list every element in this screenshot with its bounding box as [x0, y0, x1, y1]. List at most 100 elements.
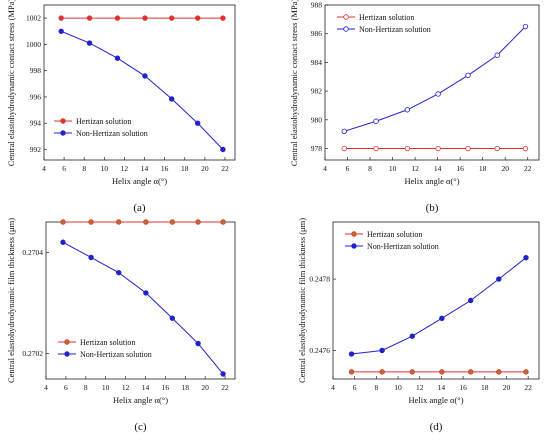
x-tick-label: 14 [142, 383, 150, 392]
plot-frame [43, 4, 236, 161]
x-tick-label: 16 [162, 383, 170, 392]
data-point [114, 15, 121, 21]
data-point [168, 96, 175, 102]
x-tick-label: 6 [346, 164, 350, 173]
x-tick-label: 16 [456, 164, 464, 173]
plot-frame [324, 4, 540, 161]
data-point [522, 145, 529, 152]
legend-label: Non-Hertizan solution [80, 350, 152, 359]
data-point [465, 72, 471, 79]
x-tick-label: 4 [42, 164, 46, 173]
x-tick-label: 6 [64, 383, 68, 392]
data-point [220, 146, 226, 153]
legend-marker [64, 339, 70, 345]
data-point [195, 120, 201, 126]
x-axis-title: Helix angle α(°) [112, 176, 167, 186]
data-point [523, 369, 529, 375]
data-point [404, 107, 411, 113]
data-point [58, 28, 64, 34]
data-point [404, 145, 411, 152]
x-tick-label: 12 [416, 383, 424, 392]
legend-label: Hertizan solution [76, 117, 131, 126]
panel-label: (d) [430, 421, 443, 433]
y-tick-label: 980 [311, 115, 323, 124]
x-tick-label: 8 [82, 164, 86, 173]
legend-marker [351, 243, 357, 249]
data-point [467, 369, 474, 375]
y-tick-label: 0.2476 [309, 346, 330, 355]
x-tick-label: 10 [389, 164, 397, 173]
data-point [88, 254, 94, 261]
panel-label: (b) [426, 202, 439, 214]
data-point [348, 351, 355, 357]
legend-marker [60, 118, 66, 124]
y-tick-label: 994 [30, 119, 42, 128]
y-axis-title: Central elastohydrodynamic contact stres… [6, 0, 16, 166]
x-tick-label: 10 [394, 383, 402, 392]
legend-marker [60, 130, 66, 136]
y-tick-label: 996 [30, 92, 42, 101]
x-axis-title: Helix angle α(°) [113, 395, 168, 405]
data-point [168, 15, 175, 21]
data-point [373, 145, 379, 152]
data-point [494, 145, 500, 152]
legend-marker [351, 231, 357, 237]
x-tick-label: 22 [221, 383, 229, 392]
plot-frame [332, 221, 540, 380]
y-tick-label: 0.2478 [309, 275, 330, 284]
y-tick-label: 0.2702 [22, 349, 43, 358]
x-tick-label: 20 [503, 383, 511, 392]
x-axis-title: Helix angle α(°) [404, 176, 459, 186]
data-point [496, 369, 502, 375]
data-point [373, 118, 379, 124]
data-point [142, 73, 148, 79]
y-tick-label: 984 [311, 58, 323, 67]
data-point [220, 371, 226, 377]
x-tick-label: 20 [201, 164, 209, 173]
data-point [143, 290, 149, 296]
data-point [142, 15, 148, 21]
y-axis-title: Central elastohydrodynamic film thicknes… [6, 218, 16, 383]
x-tick-label: 12 [122, 383, 130, 392]
data-point [60, 219, 66, 225]
x-tick-label: 18 [481, 383, 489, 392]
data-point [341, 128, 347, 134]
data-point [86, 15, 93, 21]
y-tick-label: 0.2704 [22, 248, 43, 257]
y-tick-label: 1002 [26, 14, 41, 23]
series-line [351, 257, 527, 355]
x-tick-label: 16 [161, 164, 169, 173]
data-point [195, 219, 201, 225]
data-point [435, 145, 441, 152]
data-point [523, 254, 529, 261]
x-tick-label: 8 [374, 383, 378, 392]
legend-marker [343, 26, 349, 32]
data-point [60, 239, 66, 245]
y-tick-label: 998 [30, 66, 42, 75]
data-point [195, 15, 201, 21]
y-axis-title: Central elastohydrodynamic film thicknes… [297, 218, 307, 383]
data-point [116, 219, 122, 225]
x-tick-label: 20 [201, 383, 209, 392]
x-tick-label: 18 [181, 164, 189, 173]
data-point [467, 297, 474, 304]
legend-label: Hertizan solution [367, 230, 422, 239]
data-point [496, 276, 502, 282]
x-tick-label: 12 [121, 164, 129, 173]
y-tick-label: 988 [311, 1, 323, 10]
legend-label: Non-Hertizan solution [367, 242, 439, 251]
x-axis-title: Helix angle α(°) [408, 395, 463, 405]
data-point [86, 40, 93, 46]
data-point [465, 145, 471, 152]
data-point [195, 340, 201, 347]
y-tick-label: 982 [311, 87, 323, 96]
data-point [348, 369, 355, 375]
series-line [344, 26, 526, 132]
x-tick-label: 4 [323, 164, 327, 173]
y-axis-title: Central elastohydrodynamic contact stres… [289, 0, 299, 166]
x-tick-label: 6 [353, 383, 357, 392]
data-point [439, 315, 445, 322]
x-tick-label: 10 [102, 383, 110, 392]
x-tick-label: 16 [459, 383, 467, 392]
